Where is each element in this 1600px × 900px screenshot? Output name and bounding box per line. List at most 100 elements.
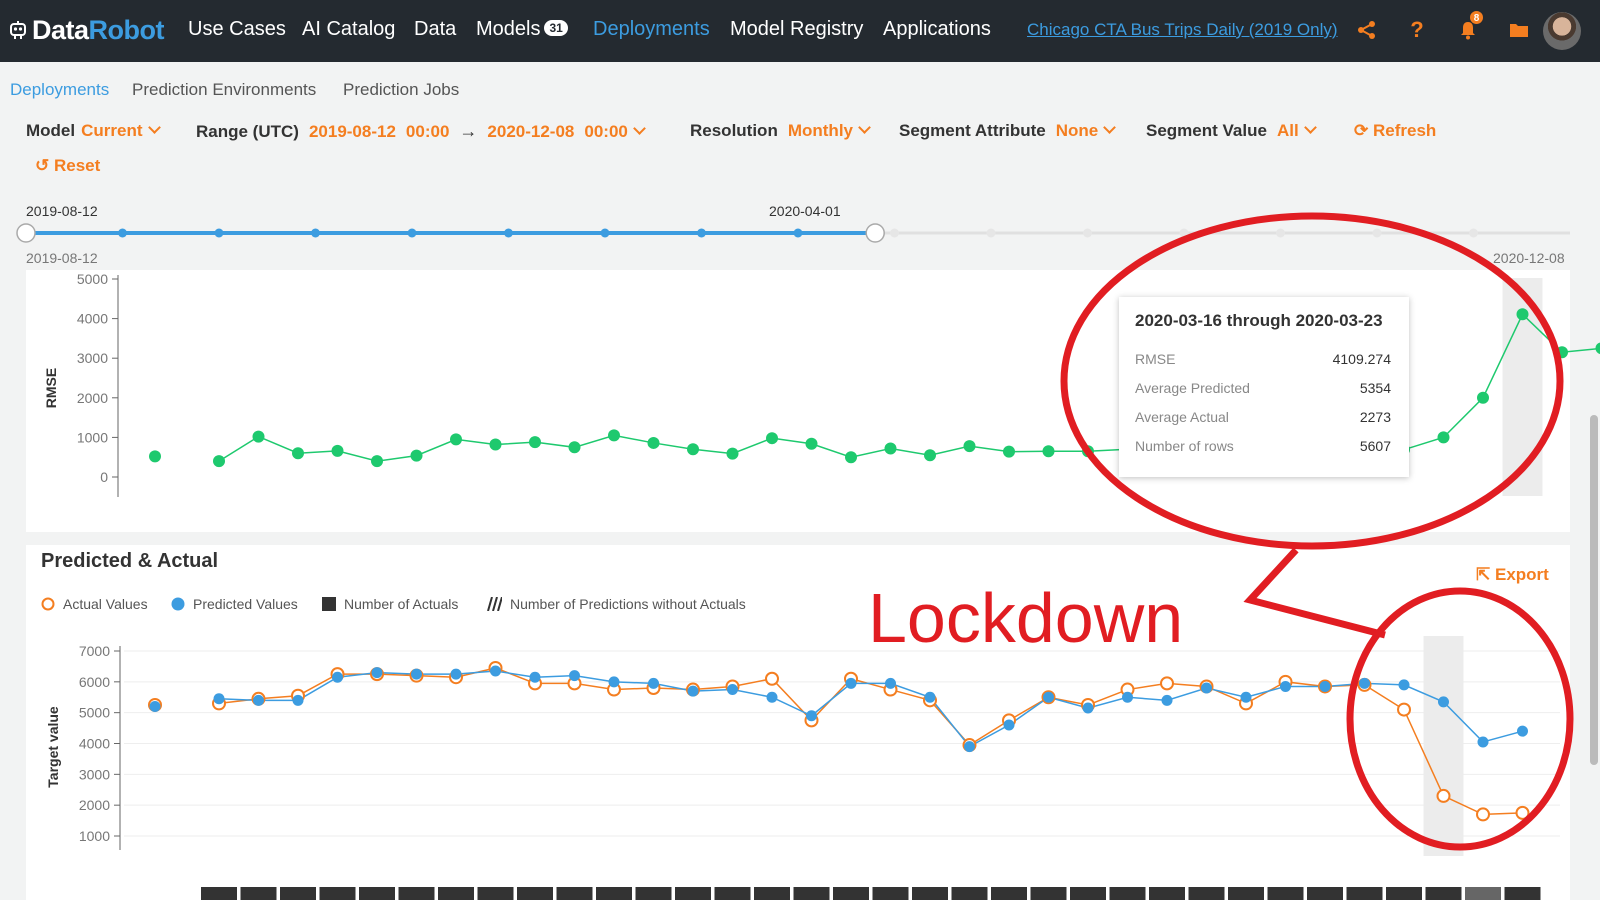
deployment-title-link[interactable]: Chicago CTA Bus Trips Daily (2019 Only) <box>1027 20 1338 39</box>
number-of-actuals-bar <box>1070 887 1106 900</box>
segment-value-filter[interactable]: Segment Value All <box>1146 121 1317 141</box>
predicted-point <box>1319 680 1331 692</box>
refresh-label: Refresh <box>1372 121 1437 140</box>
nav-model-registry[interactable]: Model Registry <box>730 18 864 40</box>
tooltip-row-avg-predicted: Average Predicted 5354 <box>1135 380 1391 396</box>
nav-use-cases[interactable]: Use Cases <box>188 18 286 40</box>
range-filter[interactable]: Range (UTC) 2019-08-12 00:00 → 2020-12-08 00:… <box>196 121 646 142</box>
predicted-point <box>885 677 896 689</box>
number-of-actuals-bar <box>635 887 672 900</box>
y-tick-label: 1000 <box>79 828 110 844</box>
predicted-point <box>1517 725 1528 737</box>
export-button[interactable]: ⇱ Export <box>1476 565 1549 585</box>
tooltip-value: 4109.274 <box>1332 351 1391 367</box>
number-of-actuals-bar <box>596 887 632 900</box>
number-of-actuals-bar <box>754 887 790 900</box>
slider-tick <box>311 228 320 238</box>
predicted-point <box>1438 696 1449 708</box>
subnav-deployments[interactable]: Deployments <box>10 80 110 99</box>
predicted-point <box>332 671 343 683</box>
y-tick-label: 5000 <box>79 705 110 721</box>
number-of-actuals-bar <box>1109 887 1146 900</box>
share-icon[interactable] <box>1355 18 1379 42</box>
predicted-point <box>1477 736 1489 748</box>
datarobot-logo[interactable]: Data Robot <box>8 13 165 47</box>
rmse-point <box>149 450 161 463</box>
number-of-actuals-bar <box>912 887 948 900</box>
number-of-actuals-bar <box>1465 887 1501 900</box>
nav-ai-catalog[interactable]: AI Catalog <box>302 18 396 40</box>
nav-deployments[interactable]: Deployments <box>593 18 710 40</box>
notification-count-badge: 8 <box>1469 10 1484 25</box>
rmse-point <box>647 436 660 449</box>
legend-predictions-without-actuals[interactable]: Number of Predictions without Actuals <box>486 596 746 612</box>
folder-icon[interactable] <box>1507 18 1531 42</box>
number-of-actuals-bar <box>359 887 395 900</box>
rmse-point <box>1595 342 1600 355</box>
slider-tick <box>986 228 996 238</box>
y-tick-label: 1000 <box>77 429 108 445</box>
legend-number-of-actuals[interactable]: Number of Actuals <box>322 596 458 612</box>
subnav-prediction-environments[interactable]: Prediction Environments <box>132 80 317 99</box>
predicted-point <box>1398 679 1410 691</box>
y-axis-title: Target value <box>45 706 61 788</box>
rmse-point <box>805 437 818 450</box>
page-scrollbar[interactable] <box>1590 415 1598 765</box>
nav-applications[interactable]: Applications <box>883 18 991 40</box>
rmse-point <box>845 451 857 464</box>
slider-tick <box>118 228 127 238</box>
actual-point <box>1436 788 1451 803</box>
actual-series-line <box>218 667 1523 816</box>
rmse-point <box>608 429 620 442</box>
legend-actuals-count-label: Number of Actuals <box>344 596 459 612</box>
highlighted-period-band <box>1423 636 1464 856</box>
tooltip-label: Average Actual <box>1135 409 1229 425</box>
number-of-actuals-bar <box>477 887 514 900</box>
rmse-point <box>252 430 265 443</box>
refresh-button[interactable]: ⟳ Refresh <box>1354 121 1436 141</box>
tooltip-row-number-of-rows: Number of rows 5607 <box>1135 438 1391 454</box>
segment-attribute-value: None <box>1055 121 1099 140</box>
number-of-actuals-bar <box>1030 887 1067 900</box>
predicted-point <box>1043 691 1054 703</box>
top-navigation-bar: Data Robot Use Cases AI Catalog Data Mode… <box>0 0 1600 62</box>
slider-tick <box>1276 228 1285 238</box>
rmse-point <box>1042 445 1055 458</box>
predicted-point <box>529 671 541 683</box>
refresh-icon: ⟳ <box>1354 121 1369 140</box>
number-of-actuals-bar <box>1386 887 1422 900</box>
resolution-filter[interactable]: Resolution Monthly <box>690 121 871 141</box>
tooltip-value: 5607 <box>1359 438 1391 454</box>
y-tick-label: 2000 <box>79 797 110 813</box>
reset-button[interactable]: ↺ Reset <box>35 156 100 176</box>
legend-predicted-label: Predicted Values <box>193 596 298 612</box>
slider-start-handle <box>16 223 36 243</box>
actual-point <box>1515 805 1530 820</box>
legend-predicted-values[interactable]: Predicted Values <box>171 596 298 612</box>
robot-icon <box>10 21 26 39</box>
predicted-point <box>1161 694 1173 706</box>
tooltip-row-avg-actual: Average Actual 2273 <box>1135 409 1391 425</box>
predicted-point <box>806 710 817 722</box>
bell-icon[interactable]: 8 <box>1456 10 1484 42</box>
model-filter[interactable]: Model Current <box>26 121 161 141</box>
tooltip-label: RMSE <box>1135 351 1176 367</box>
help-icon[interactable]: ? <box>1410 17 1424 42</box>
y-axis-title: RMSE <box>43 368 59 408</box>
legend-actual-values[interactable]: Actual Values <box>41 596 148 612</box>
slider-tick <box>890 228 899 238</box>
segment-attribute-filter[interactable]: Segment Attribute None <box>899 121 1117 141</box>
rmse-point <box>884 442 897 455</box>
number-of-actuals-bar <box>1228 887 1264 900</box>
predicted-series-line <box>218 670 1523 748</box>
subnav-prediction-jobs[interactable]: Prediction Jobs <box>343 80 460 99</box>
predicted-point <box>1240 691 1252 703</box>
logo-text-robot: Robot <box>88 14 165 45</box>
nav-models[interactable]: Models 31 <box>476 18 568 41</box>
avatar[interactable] <box>1543 12 1581 50</box>
rmse-point <box>568 441 581 454</box>
number-of-actuals-bar <box>793 887 830 900</box>
y-tick-label: 4000 <box>79 736 110 752</box>
nav-data[interactable]: Data <box>414 18 457 40</box>
